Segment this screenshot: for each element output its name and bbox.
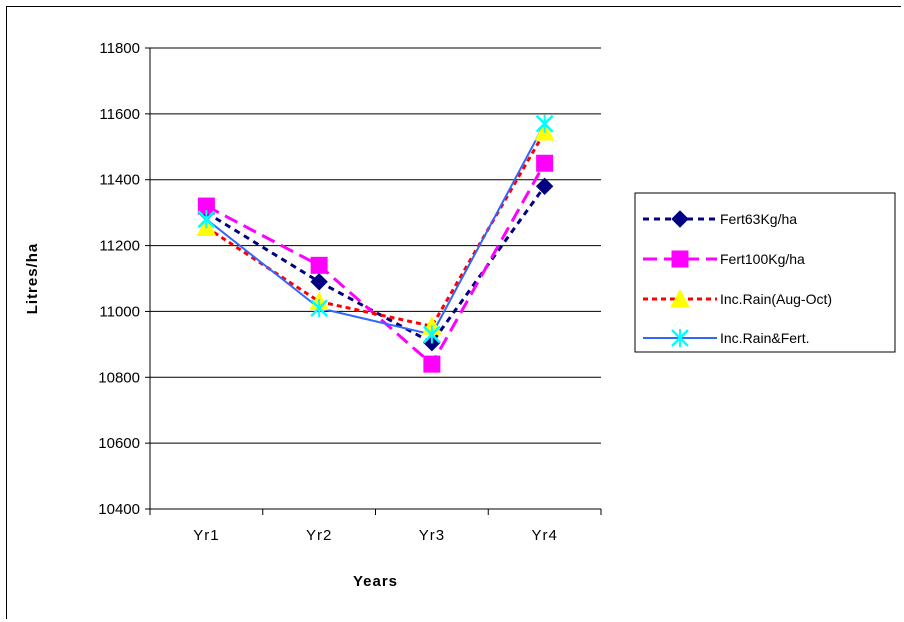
y-tick-label: 11600 (99, 106, 140, 123)
legend-label: Fert100Kg/ha (720, 251, 805, 267)
legend-label: Inc.Rain(Aug-Oct) (720, 291, 832, 307)
gridlines (150, 47, 601, 444)
x-axis-ticks: Yr1 Yr2 Yr3 Yr4 (149, 509, 602, 544)
y-tick-label: 10400 (98, 501, 140, 518)
chart-area: 10400 10600 10800 11000 11200 11400 11600 11800… (6, 6, 901, 619)
series-3-point (422, 325, 441, 344)
series-0-point (310, 273, 328, 291)
legend-label: Fert63Kg/ha (720, 211, 797, 227)
x-tick-label: Yr4 (531, 527, 557, 544)
x-axis-title: Years (353, 573, 398, 590)
legend-marker-0 (671, 210, 689, 228)
legend-marker-1 (671, 250, 689, 268)
y-tick-label: 10800 (98, 369, 140, 386)
series-layer (196, 114, 555, 373)
y-tick-label: 11400 (99, 172, 140, 189)
y-tick-label: 11200 (99, 238, 140, 255)
series-line-2 (205, 131, 546, 328)
y-tick-label: 11000 (99, 303, 140, 320)
legend: Fert63Kg/ha Fert100Kg/ha Inc.Rain(Aug-Oct)… (634, 192, 896, 353)
y-tick-label: 10600 (98, 435, 140, 452)
series-line-0 (205, 185, 546, 345)
series-1-point (423, 355, 441, 373)
axes (149, 48, 601, 510)
y-axis-ticks: 10400 10600 10800 11000 11200 11400 11600 11800 (98, 40, 150, 518)
x-tick-label: Yr1 (193, 527, 219, 544)
x-tick-label: Yr2 (306, 527, 332, 544)
series-3-point (197, 210, 216, 229)
y-axis-title: Litres/ha (24, 243, 41, 315)
line-chart: 10400 10600 10800 11000 11200 11400 11600 11800… (24, 40, 896, 590)
legend-label: Inc.Rain&Fert. (720, 330, 809, 346)
legend-marker-2 (670, 288, 690, 308)
series-1-point (310, 256, 328, 274)
series-3-point (310, 299, 329, 318)
x-tick-label: Yr3 (419, 527, 445, 544)
series-line-1 (205, 162, 546, 367)
series-3-point (535, 114, 554, 133)
series-line-3 (205, 123, 546, 336)
y-tick-label: 11800 (99, 40, 140, 57)
series-0-point (535, 177, 554, 196)
legend-marker-3 (671, 329, 689, 347)
series-1-point (536, 154, 554, 172)
